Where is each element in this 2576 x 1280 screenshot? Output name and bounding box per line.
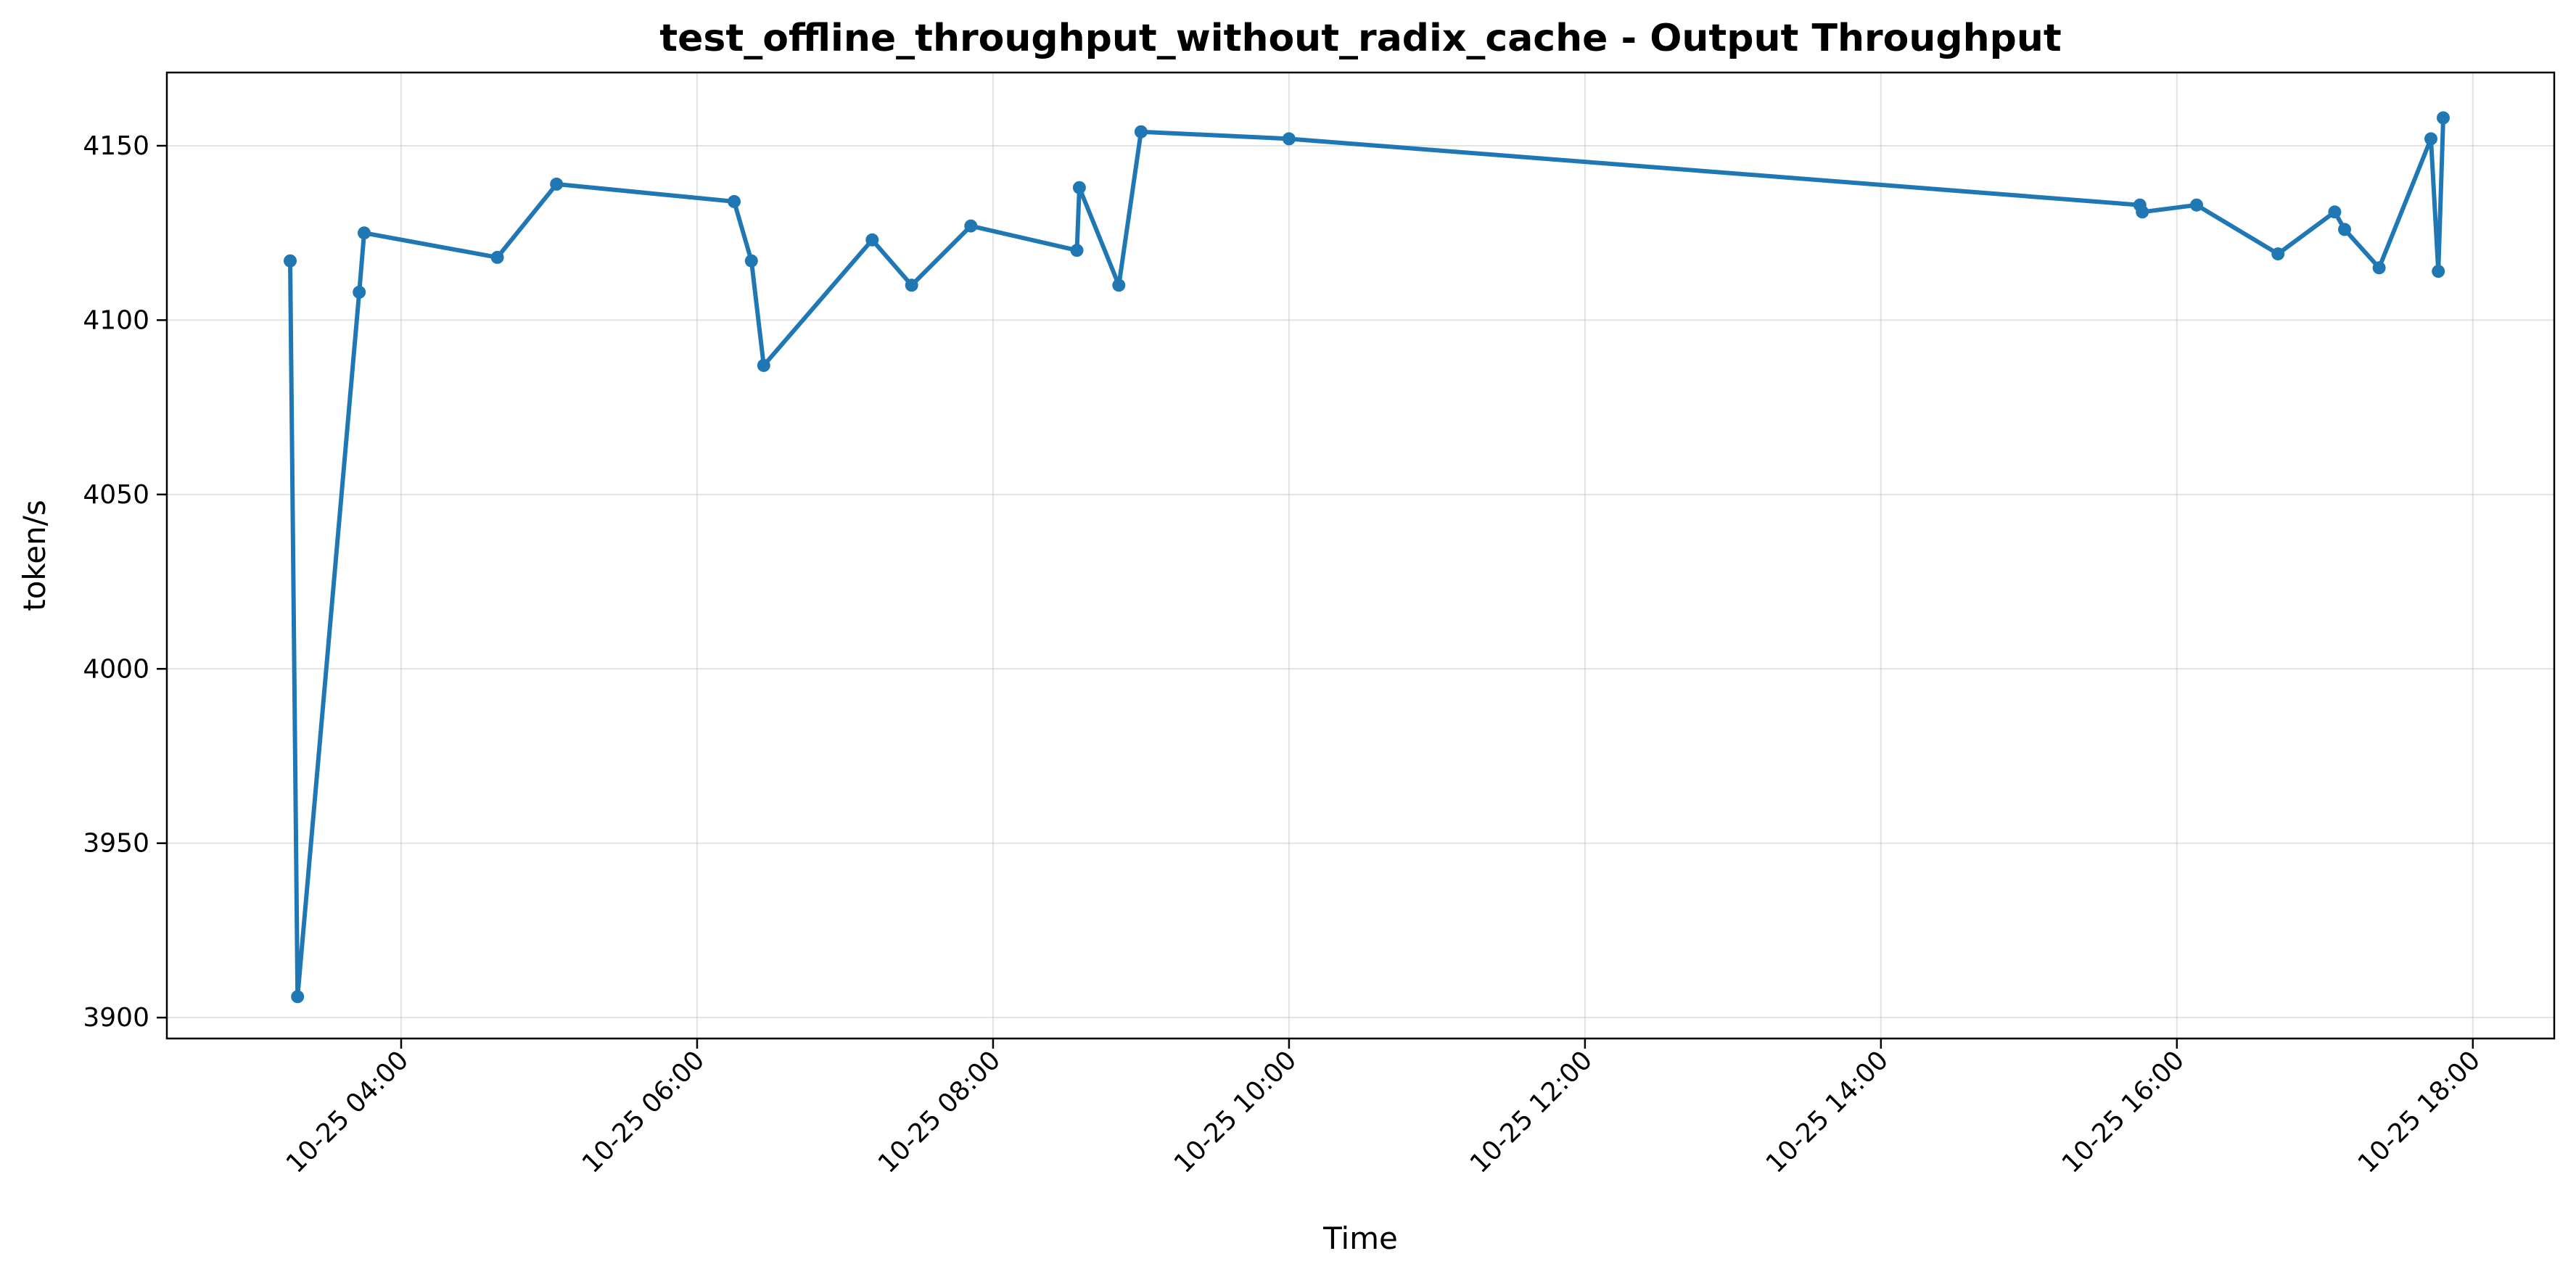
data-point: [728, 194, 741, 208]
chart-title: test_offline_throughput_without_radix_ca…: [659, 17, 2061, 60]
y-tick-label: 4000: [83, 654, 149, 684]
data-point: [2136, 205, 2149, 219]
data-point: [2271, 247, 2285, 261]
y-axis-label: token/s: [17, 500, 52, 611]
data-point: [1072, 181, 1086, 194]
y-tick-label: 3950: [83, 829, 149, 859]
grid-lines: [167, 73, 2554, 1039]
data-point: [2437, 111, 2450, 125]
data-point: [2424, 132, 2437, 146]
y-tick-label: 4150: [83, 131, 149, 161]
data-point: [358, 226, 371, 240]
x-axis-label: Time: [1322, 1221, 1398, 1256]
data-point: [744, 254, 758, 268]
data-point: [284, 254, 297, 268]
data-point: [2190, 198, 2203, 212]
y-tick-label: 4050: [83, 480, 149, 510]
data-point: [865, 233, 879, 247]
series-group: [284, 111, 2450, 1004]
y-tick-label: 3900: [83, 1003, 149, 1033]
data-point: [490, 250, 504, 264]
data-point: [550, 177, 564, 191]
data-point: [757, 358, 770, 372]
data-point: [1134, 125, 1148, 139]
y-axis: 3900 3950 4000 4050 4100 4150: [83, 131, 167, 1033]
data-point: [2372, 261, 2386, 275]
y-tick-label: 4100: [83, 305, 149, 335]
data-point: [291, 990, 305, 1004]
data-point: [1282, 132, 1296, 146]
data-point: [2328, 205, 2342, 219]
plot-frame: [165, 71, 2556, 1040]
data-point: [905, 278, 918, 292]
data-point: [964, 219, 978, 233]
data-point: [2338, 223, 2351, 236]
data-point: [353, 285, 366, 299]
data-point: [1112, 278, 1126, 292]
data-point: [1070, 244, 1084, 257]
data-point: [2432, 265, 2445, 278]
